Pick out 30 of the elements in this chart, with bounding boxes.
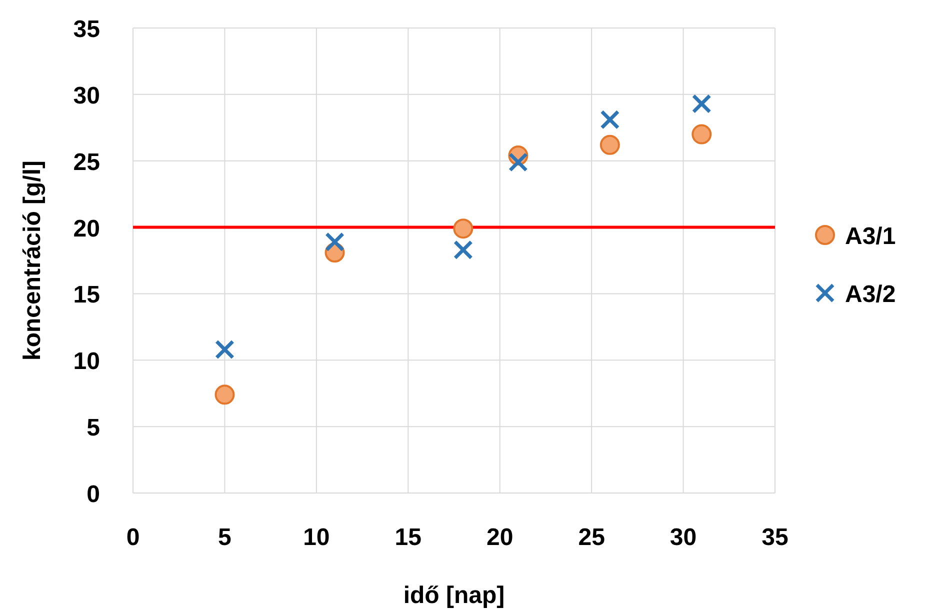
x-axis-title: idő [nap] — [403, 582, 505, 609]
x-tick-label: 20 — [486, 524, 514, 551]
y-tick-label: 10 — [73, 348, 100, 376]
y-axis-title: koncentráció [g/l] — [19, 160, 46, 361]
y-tick-label: 15 — [73, 282, 100, 309]
legend-label: A3/2 — [845, 281, 896, 308]
x-tick-label: 25 — [578, 524, 605, 551]
point — [214, 340, 234, 360]
y-tick-label: 25 — [73, 148, 100, 176]
x-tick-label: 30 — [670, 524, 697, 551]
legend-label: A3/1 — [845, 223, 896, 250]
point — [692, 124, 712, 144]
point — [325, 232, 345, 252]
y-tick-label: 35 — [73, 16, 100, 43]
point — [214, 384, 235, 405]
point — [508, 152, 528, 172]
x-tick-label: 35 — [762, 524, 788, 551]
x-tick-label: 10 — [303, 524, 330, 551]
x-tick-label: 15 — [394, 524, 422, 551]
point — [692, 94, 712, 114]
point — [453, 240, 473, 260]
point — [453, 218, 474, 239]
x-tick-label: 5 — [218, 524, 232, 551]
y-tick-label: 20 — [73, 215, 100, 242]
point — [600, 110, 620, 130]
point — [600, 134, 620, 155]
y-tick-label: 5 — [86, 414, 100, 442]
y-tick-label: 0 — [86, 481, 100, 508]
x-tick-label: 0 — [126, 524, 140, 551]
y-tick-label: 30 — [73, 82, 100, 110]
